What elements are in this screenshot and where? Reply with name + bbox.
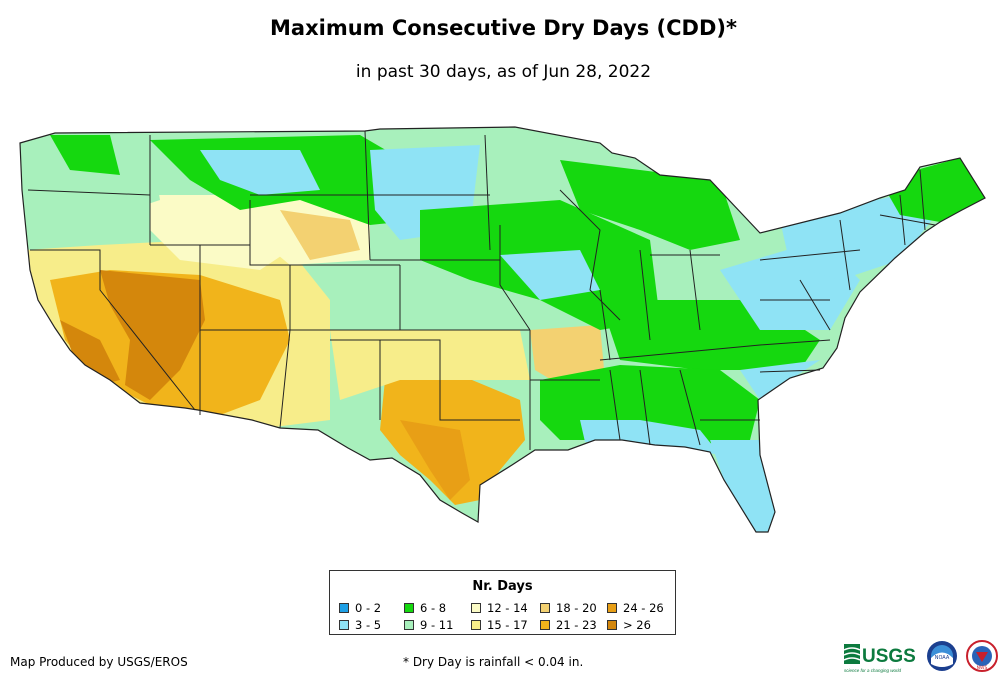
- legend-item-21-23: 21 - 23: [540, 618, 597, 632]
- legend-label: 18 - 20: [556, 601, 597, 615]
- usgs-logo-text: USGS: [862, 646, 916, 667]
- legend-label: 6 - 8: [420, 601, 447, 615]
- region-midsouth-yellow: [530, 325, 605, 385]
- legend-label: 24 - 26: [623, 601, 664, 615]
- usgs-logo: USGS science for a changing world: [843, 644, 916, 673]
- legend-item-gt-26: > 26: [607, 618, 651, 632]
- agency-logos: USGS science for a changing world NOAA N…: [843, 640, 998, 673]
- map-title: Maximum Consecutive Dry Days (CDD)*: [270, 16, 737, 40]
- legend-label: 3 - 5: [355, 618, 382, 632]
- legend-swatch: [540, 620, 550, 630]
- noaa-logo-text: NOAA: [935, 655, 950, 661]
- dry-day-footnote: * Dry Day is rainfall < 0.04 in.: [403, 655, 584, 669]
- legend-item-24-26: 24 - 26: [607, 601, 664, 615]
- region-gulf-blue: [580, 420, 720, 455]
- legend-item-6-8: 6 - 8: [404, 601, 446, 615]
- nws-logo: NWS: [966, 640, 998, 672]
- legend-label: 0 - 2: [355, 601, 382, 615]
- legend-swatch: [339, 620, 349, 630]
- legend-swatch: [471, 620, 481, 630]
- legend-label: 15 - 17: [487, 618, 528, 632]
- map-subtitle: in past 30 days, as of Jun 28, 2022: [355, 62, 652, 82]
- region-florida-blue: [710, 440, 775, 532]
- legend-item-18-20: 18 - 20: [540, 601, 597, 615]
- legend-item-0-2: 0 - 2: [339, 601, 381, 615]
- region-southwest-darkorange: [100, 270, 205, 400]
- region-colorado-orange: [280, 210, 360, 260]
- region-texas-darkorange: [400, 420, 470, 500]
- legend-swatch: [404, 620, 414, 630]
- legend-title: Nr. Days: [472, 579, 533, 594]
- legend-item-12-14: 12 - 14: [471, 601, 528, 615]
- legend-item-15-17: 15 - 17: [471, 618, 528, 632]
- legend-swatch: [607, 603, 617, 613]
- legend-label: 21 - 23: [556, 618, 597, 632]
- region-montana-blue: [200, 150, 320, 195]
- legend-swatch: [339, 603, 349, 613]
- us-cdd-map: [19, 126, 986, 533]
- legend-swatch: [471, 603, 481, 613]
- legend-swatch: [404, 603, 414, 613]
- region-iowa-blue: [500, 250, 600, 300]
- legend-label: 9 - 11: [420, 618, 454, 632]
- legend-label: 12 - 14: [487, 601, 528, 615]
- usgs-tagline: science for a changing world: [844, 668, 902, 673]
- legend: Nr. Days 0 - 2 3 - 5 6 - 8 9 - 11 12 - 1…: [329, 570, 676, 635]
- region-pacificnw-lightgreen: [20, 140, 160, 220]
- nws-logo-text: NWS: [977, 665, 988, 671]
- region-carolinas-blue: [740, 360, 820, 400]
- legend-swatch: [607, 620, 617, 630]
- region-socal-darkorange: [60, 320, 120, 385]
- legend-item-9-11: 9 - 11: [404, 618, 453, 632]
- legend-item-3-5: 3 - 5: [339, 618, 381, 632]
- noaa-logo: NOAA: [927, 641, 957, 671]
- map-credit: Map Produced by USGS/EROS: [10, 655, 188, 669]
- region-pacificnw-green: [50, 135, 120, 175]
- state-borders: [19, 126, 986, 533]
- legend-swatch: [540, 603, 550, 613]
- region-greatlakes-green: [560, 160, 740, 250]
- legend-label: > 26: [623, 618, 651, 632]
